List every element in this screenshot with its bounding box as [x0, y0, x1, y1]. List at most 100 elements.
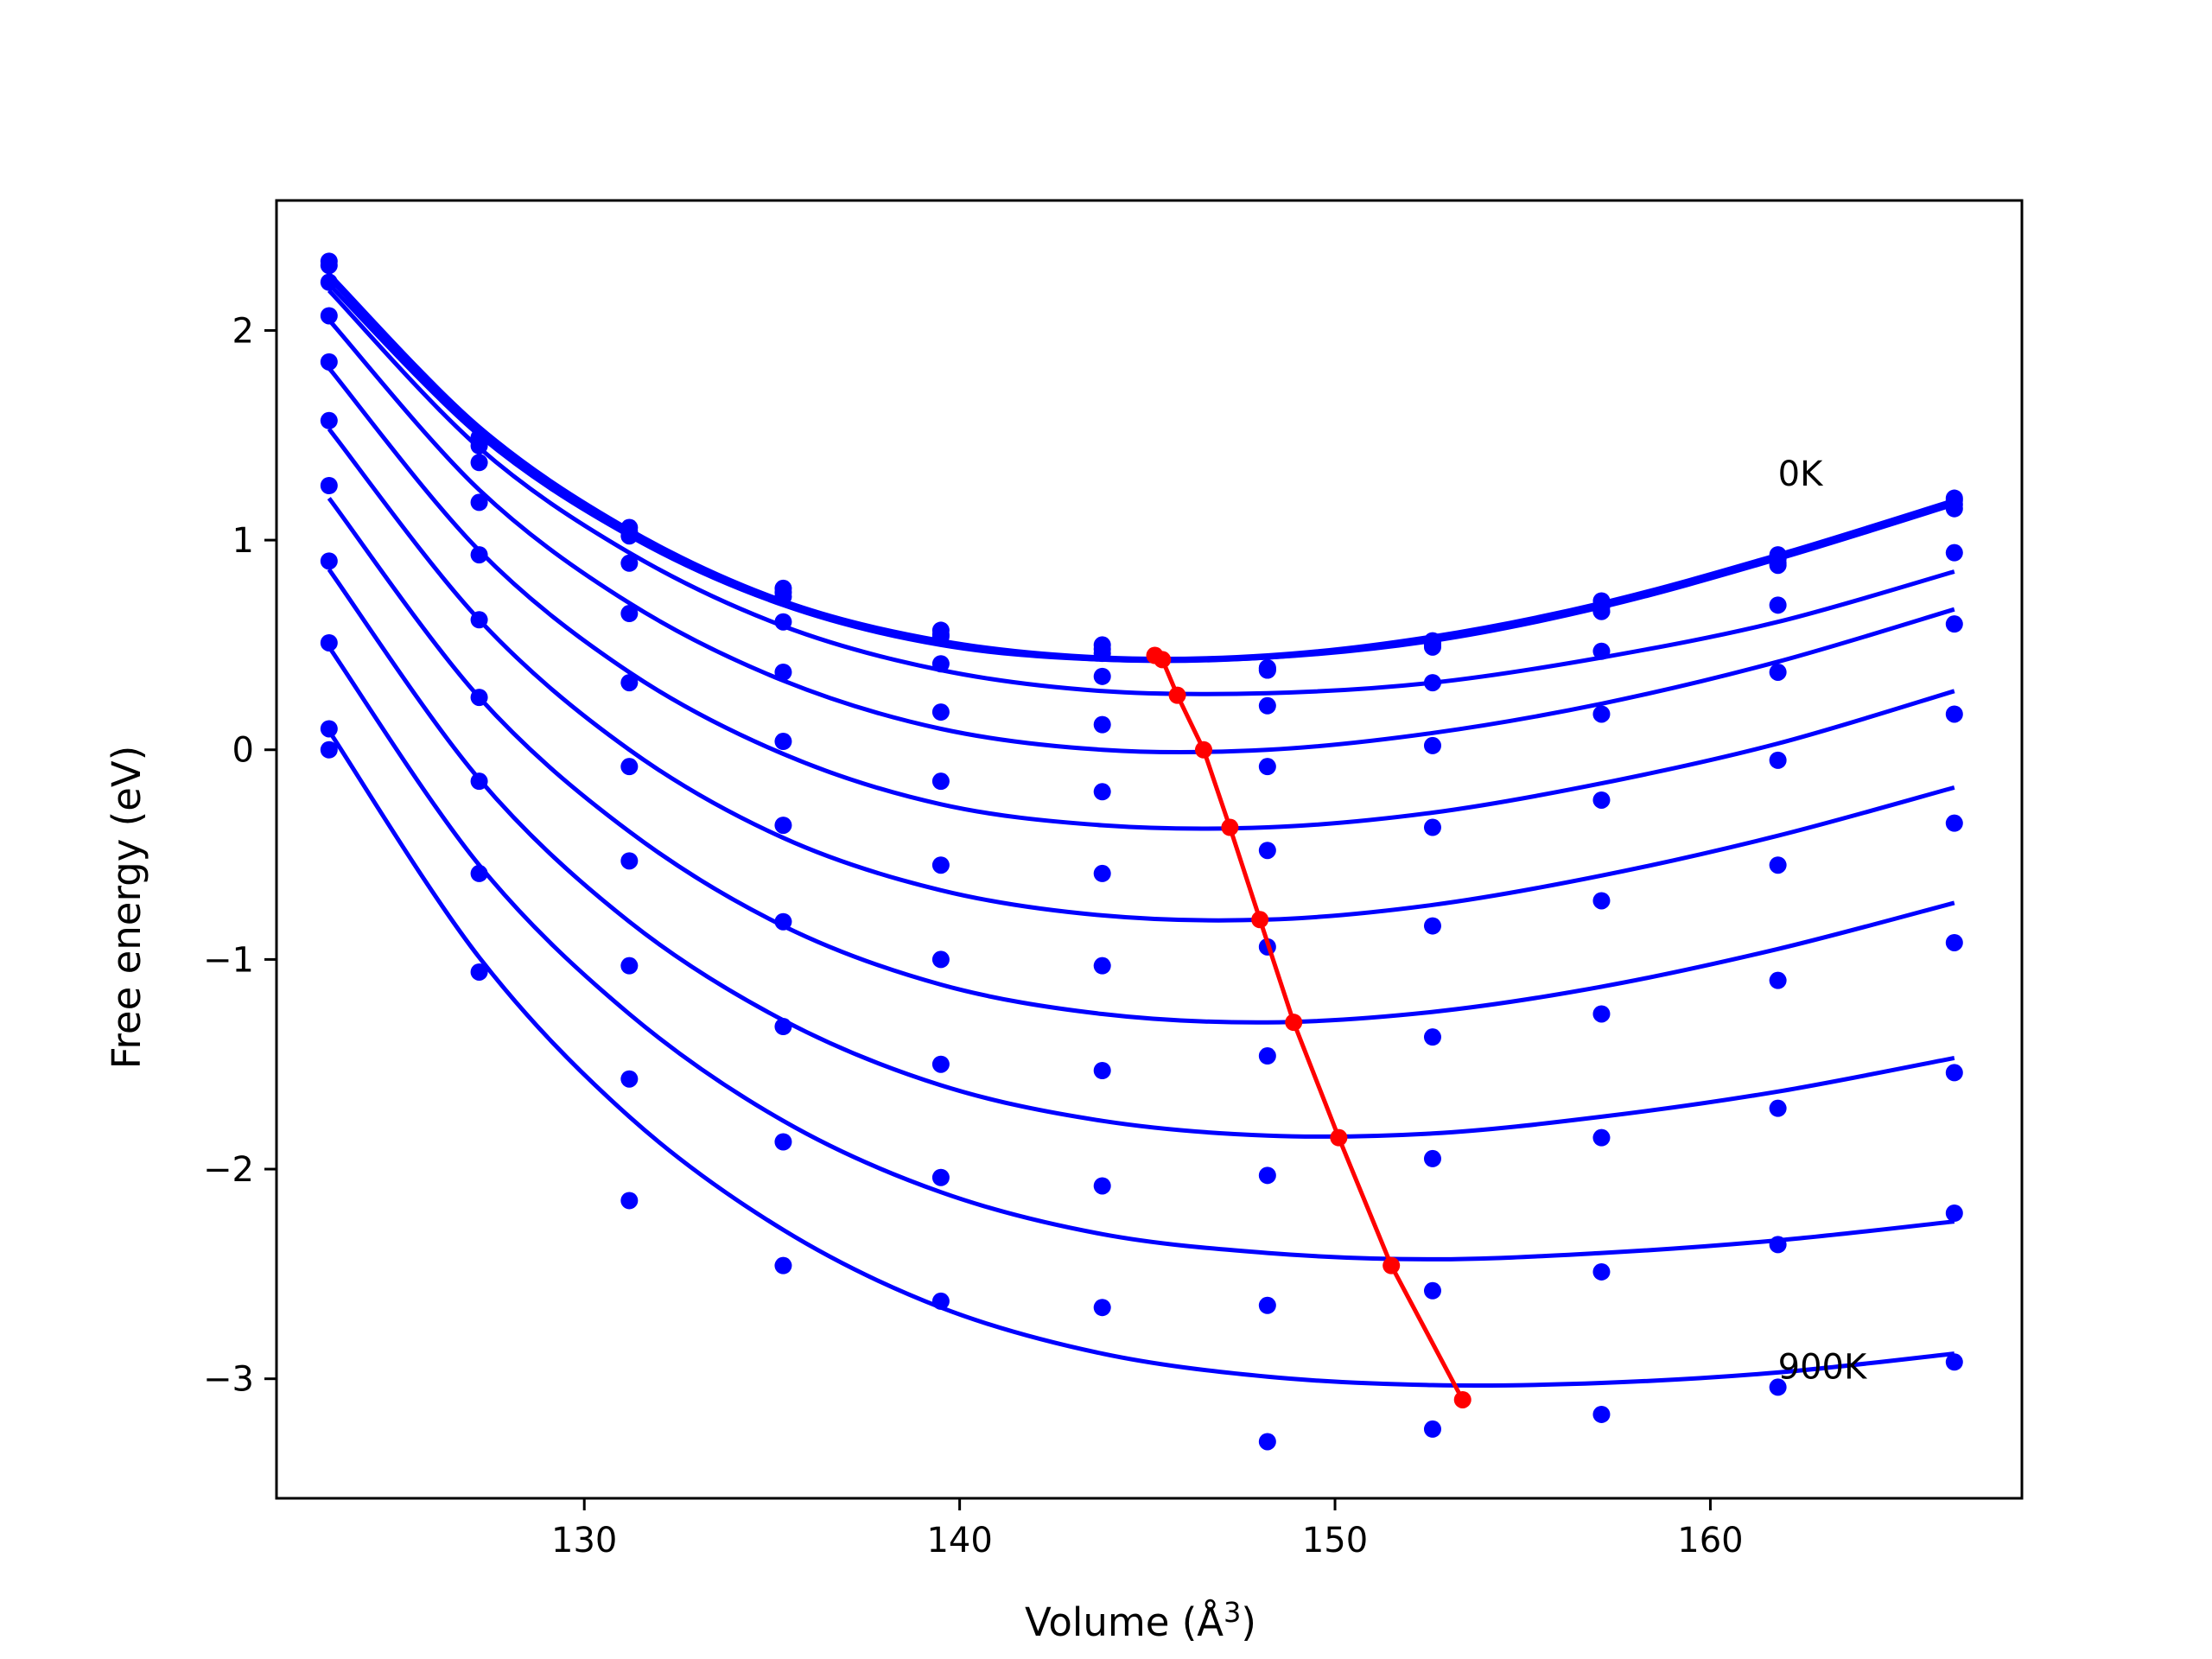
data-point [470, 454, 488, 472]
data-point [774, 912, 792, 931]
data-point [1258, 661, 1276, 679]
data-point [620, 1070, 639, 1088]
data-point [1769, 556, 1787, 575]
data-point [1258, 758, 1276, 776]
data-point [1423, 1028, 1441, 1046]
y-tick-label: −3 [203, 1360, 254, 1400]
minimum-point [1194, 741, 1212, 759]
data-point [620, 554, 639, 572]
data-point [1423, 818, 1441, 836]
minimum-point [1154, 651, 1172, 669]
data-point [1769, 663, 1787, 681]
data-point [774, 733, 792, 751]
data-point [1592, 1262, 1611, 1281]
data-point [1769, 1378, 1787, 1396]
data-point [320, 411, 338, 429]
y-axis-label: Free energy (eV) [104, 746, 149, 1069]
fit-curve-7 [327, 497, 1955, 1025]
data-point [1945, 814, 1963, 832]
data-point [470, 436, 488, 454]
fit-curve-5 [327, 366, 1955, 831]
data-point [1592, 1405, 1611, 1423]
minimum-point [1382, 1256, 1401, 1274]
x-axis-label: Volume (Å3) [1025, 1596, 1256, 1645]
data-point [1258, 1433, 1276, 1451]
data-point [774, 1018, 792, 1036]
data-point [1592, 791, 1611, 809]
data-point [931, 1055, 950, 1073]
minimum-point [1221, 818, 1239, 836]
data-point [1945, 1353, 1963, 1371]
data-point [620, 957, 639, 975]
data-point [320, 257, 338, 275]
data-point [1258, 1166, 1276, 1185]
data-point [620, 605, 639, 623]
data-point [774, 817, 792, 835]
data-point [931, 856, 950, 874]
y-tick-label: 2 [232, 311, 254, 351]
minimum-point [1251, 911, 1269, 929]
data-point [1423, 636, 1441, 654]
data-point [1945, 615, 1963, 633]
data-point [1093, 783, 1111, 801]
data-point [320, 353, 338, 371]
data-point [931, 1292, 950, 1310]
x-tick-label: 130 [551, 1521, 617, 1560]
data-point [470, 772, 488, 791]
x-axis-label-close: ) [1241, 1599, 1256, 1645]
fit-curve-8 [327, 568, 1955, 1139]
data-point [1093, 957, 1111, 975]
data-point [1093, 715, 1111, 734]
data-point [1258, 696, 1276, 715]
data-point [774, 1256, 792, 1274]
data-point [1423, 1149, 1441, 1167]
temperature-annotation: 900K [1778, 1348, 1868, 1388]
data-point [774, 613, 792, 631]
data-point [931, 772, 950, 791]
data-point [1769, 1099, 1787, 1117]
marks-layer [320, 252, 1963, 1451]
data-point [1093, 1061, 1111, 1079]
data-point [931, 703, 950, 721]
data-point [1592, 602, 1611, 620]
data-point [320, 720, 338, 738]
y-tick-label: 0 [232, 731, 254, 771]
minimum-point [1453, 1390, 1471, 1408]
data-point [1592, 1128, 1611, 1147]
temperature-annotation: 0K [1778, 454, 1824, 494]
series-layer [327, 272, 1955, 1388]
x-tick-label: 150 [1302, 1521, 1368, 1560]
minimum-point [1330, 1128, 1348, 1147]
data-point [1592, 892, 1611, 910]
data-point [1423, 736, 1441, 754]
x-tick-label: 160 [1677, 1521, 1743, 1560]
data-point [1423, 917, 1441, 935]
fit-curve-3 [327, 289, 1955, 696]
data-point [1945, 1204, 1963, 1222]
data-point [931, 1168, 950, 1186]
x-axis-label-main: Volume (Å [1025, 1599, 1224, 1645]
data-point [470, 864, 488, 882]
data-point [1093, 864, 1111, 882]
data-point [1769, 596, 1787, 614]
minimum-point [1285, 1014, 1303, 1032]
data-point [1945, 543, 1963, 562]
data-point [620, 1192, 639, 1210]
data-point [620, 852, 639, 870]
x-axis-label-superscript: 3 [1224, 1596, 1241, 1629]
data-point [931, 627, 950, 645]
data-point [620, 758, 639, 776]
data-point [1258, 1296, 1276, 1314]
data-point [320, 552, 338, 570]
data-point [1423, 1281, 1441, 1300]
data-point [1423, 674, 1441, 692]
data-point [470, 493, 488, 512]
data-point [470, 689, 488, 707]
y-tick-label: −2 [203, 1150, 254, 1190]
data-point [320, 273, 338, 291]
data-point [1592, 1005, 1611, 1023]
data-point [1423, 1420, 1441, 1438]
data-point [1945, 705, 1963, 723]
minima-layer [1146, 646, 1471, 1408]
